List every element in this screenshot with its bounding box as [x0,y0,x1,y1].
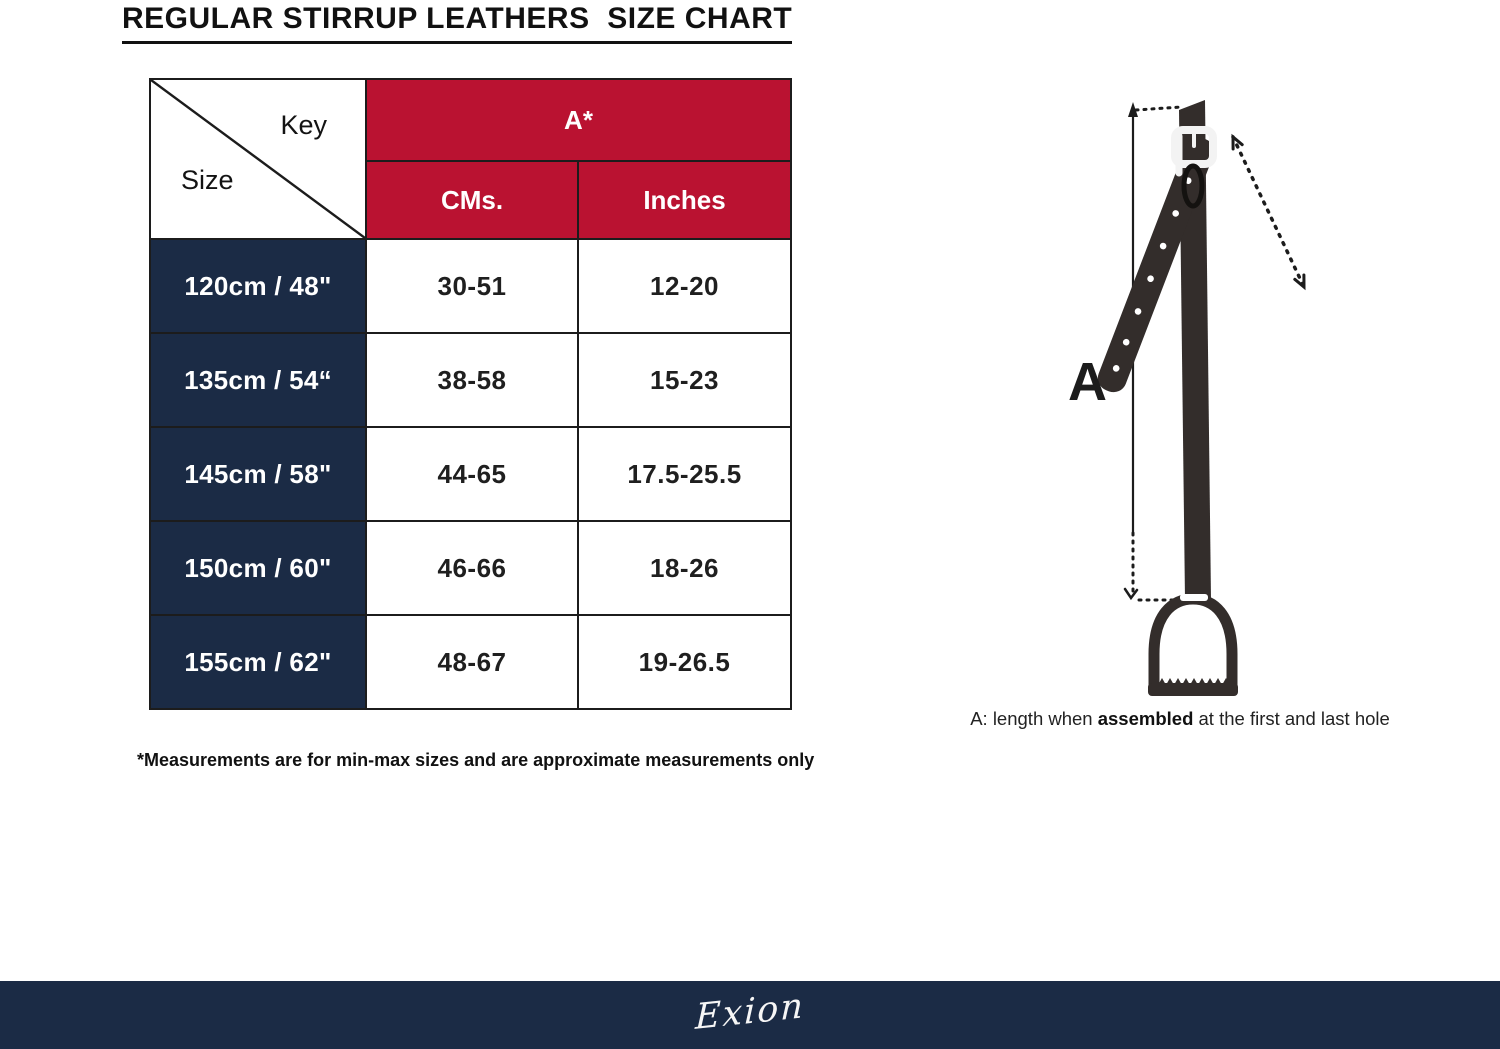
dimension-label-a: A [1068,352,1107,412]
caption-bold: assembled [1097,708,1194,729]
diagram-caption: A: length when assembled at the first an… [965,708,1395,730]
table-row: 150cm / 60" 46-66 18-26 [149,520,792,616]
inches-cell: 15-23 [577,332,792,428]
size-cell: 120cm / 48" [149,238,367,334]
cms-cell: 46-66 [365,520,579,616]
inches-cell: 18-26 [577,520,792,616]
table-row: 120cm / 48" 30-51 12-20 [149,238,792,334]
cms-cell: 38-58 [365,332,579,428]
cms-cell: 48-67 [365,614,579,710]
inches-cell: 17.5-25.5 [577,426,792,522]
page-title: REGULAR STIRRUP LEATHERS SIZE CHART [122,2,793,44]
corner-size-label: Size [181,165,234,195]
diagonal-divider [151,80,365,238]
size-chart-table: Key Size A* CMs. Inches 120cm / 48" 30-5… [149,78,792,710]
size-cell: 145cm / 58" [149,426,367,522]
table-row: 155cm / 62" 48-67 19-26.5 [149,614,792,710]
measurement-arrow-diagonal [1231,133,1306,291]
cms-cell: 30-51 [365,238,579,334]
caption-suffix: at the first and last hole [1193,708,1390,729]
cms-cell: 44-65 [365,426,579,522]
footer-bar: Exion [0,981,1500,1049]
column-header-cms: CMs. [365,160,579,240]
stirrup-leather-illustration: A [1068,100,1306,696]
size-cell: 150cm / 60" [149,520,367,616]
keeper-loop [1181,163,1205,209]
stirrup-iron [1148,593,1238,696]
stirrup-leather-strap [1179,100,1211,600]
table-row: 145cm / 58" 44-65 17.5-25.5 [149,426,792,522]
corner-key-label: Key [280,110,327,140]
brand-logo: Exion [694,986,806,1038]
caption-prefix: A: length when [970,708,1098,729]
group-header-a: A* [365,78,792,162]
inches-cell: 12-20 [577,238,792,334]
column-header-inches: Inches [577,160,792,240]
measurements-footnote: *Measurements are for min-max sizes and … [137,750,815,770]
table-row: 135cm / 54“ 38-58 15-23 [149,332,792,428]
size-cell: 135cm / 54“ [149,332,367,428]
corner-header-cell: Key Size [149,78,367,240]
size-cell: 155cm / 62" [149,614,367,710]
inches-cell: 19-26.5 [577,614,792,710]
